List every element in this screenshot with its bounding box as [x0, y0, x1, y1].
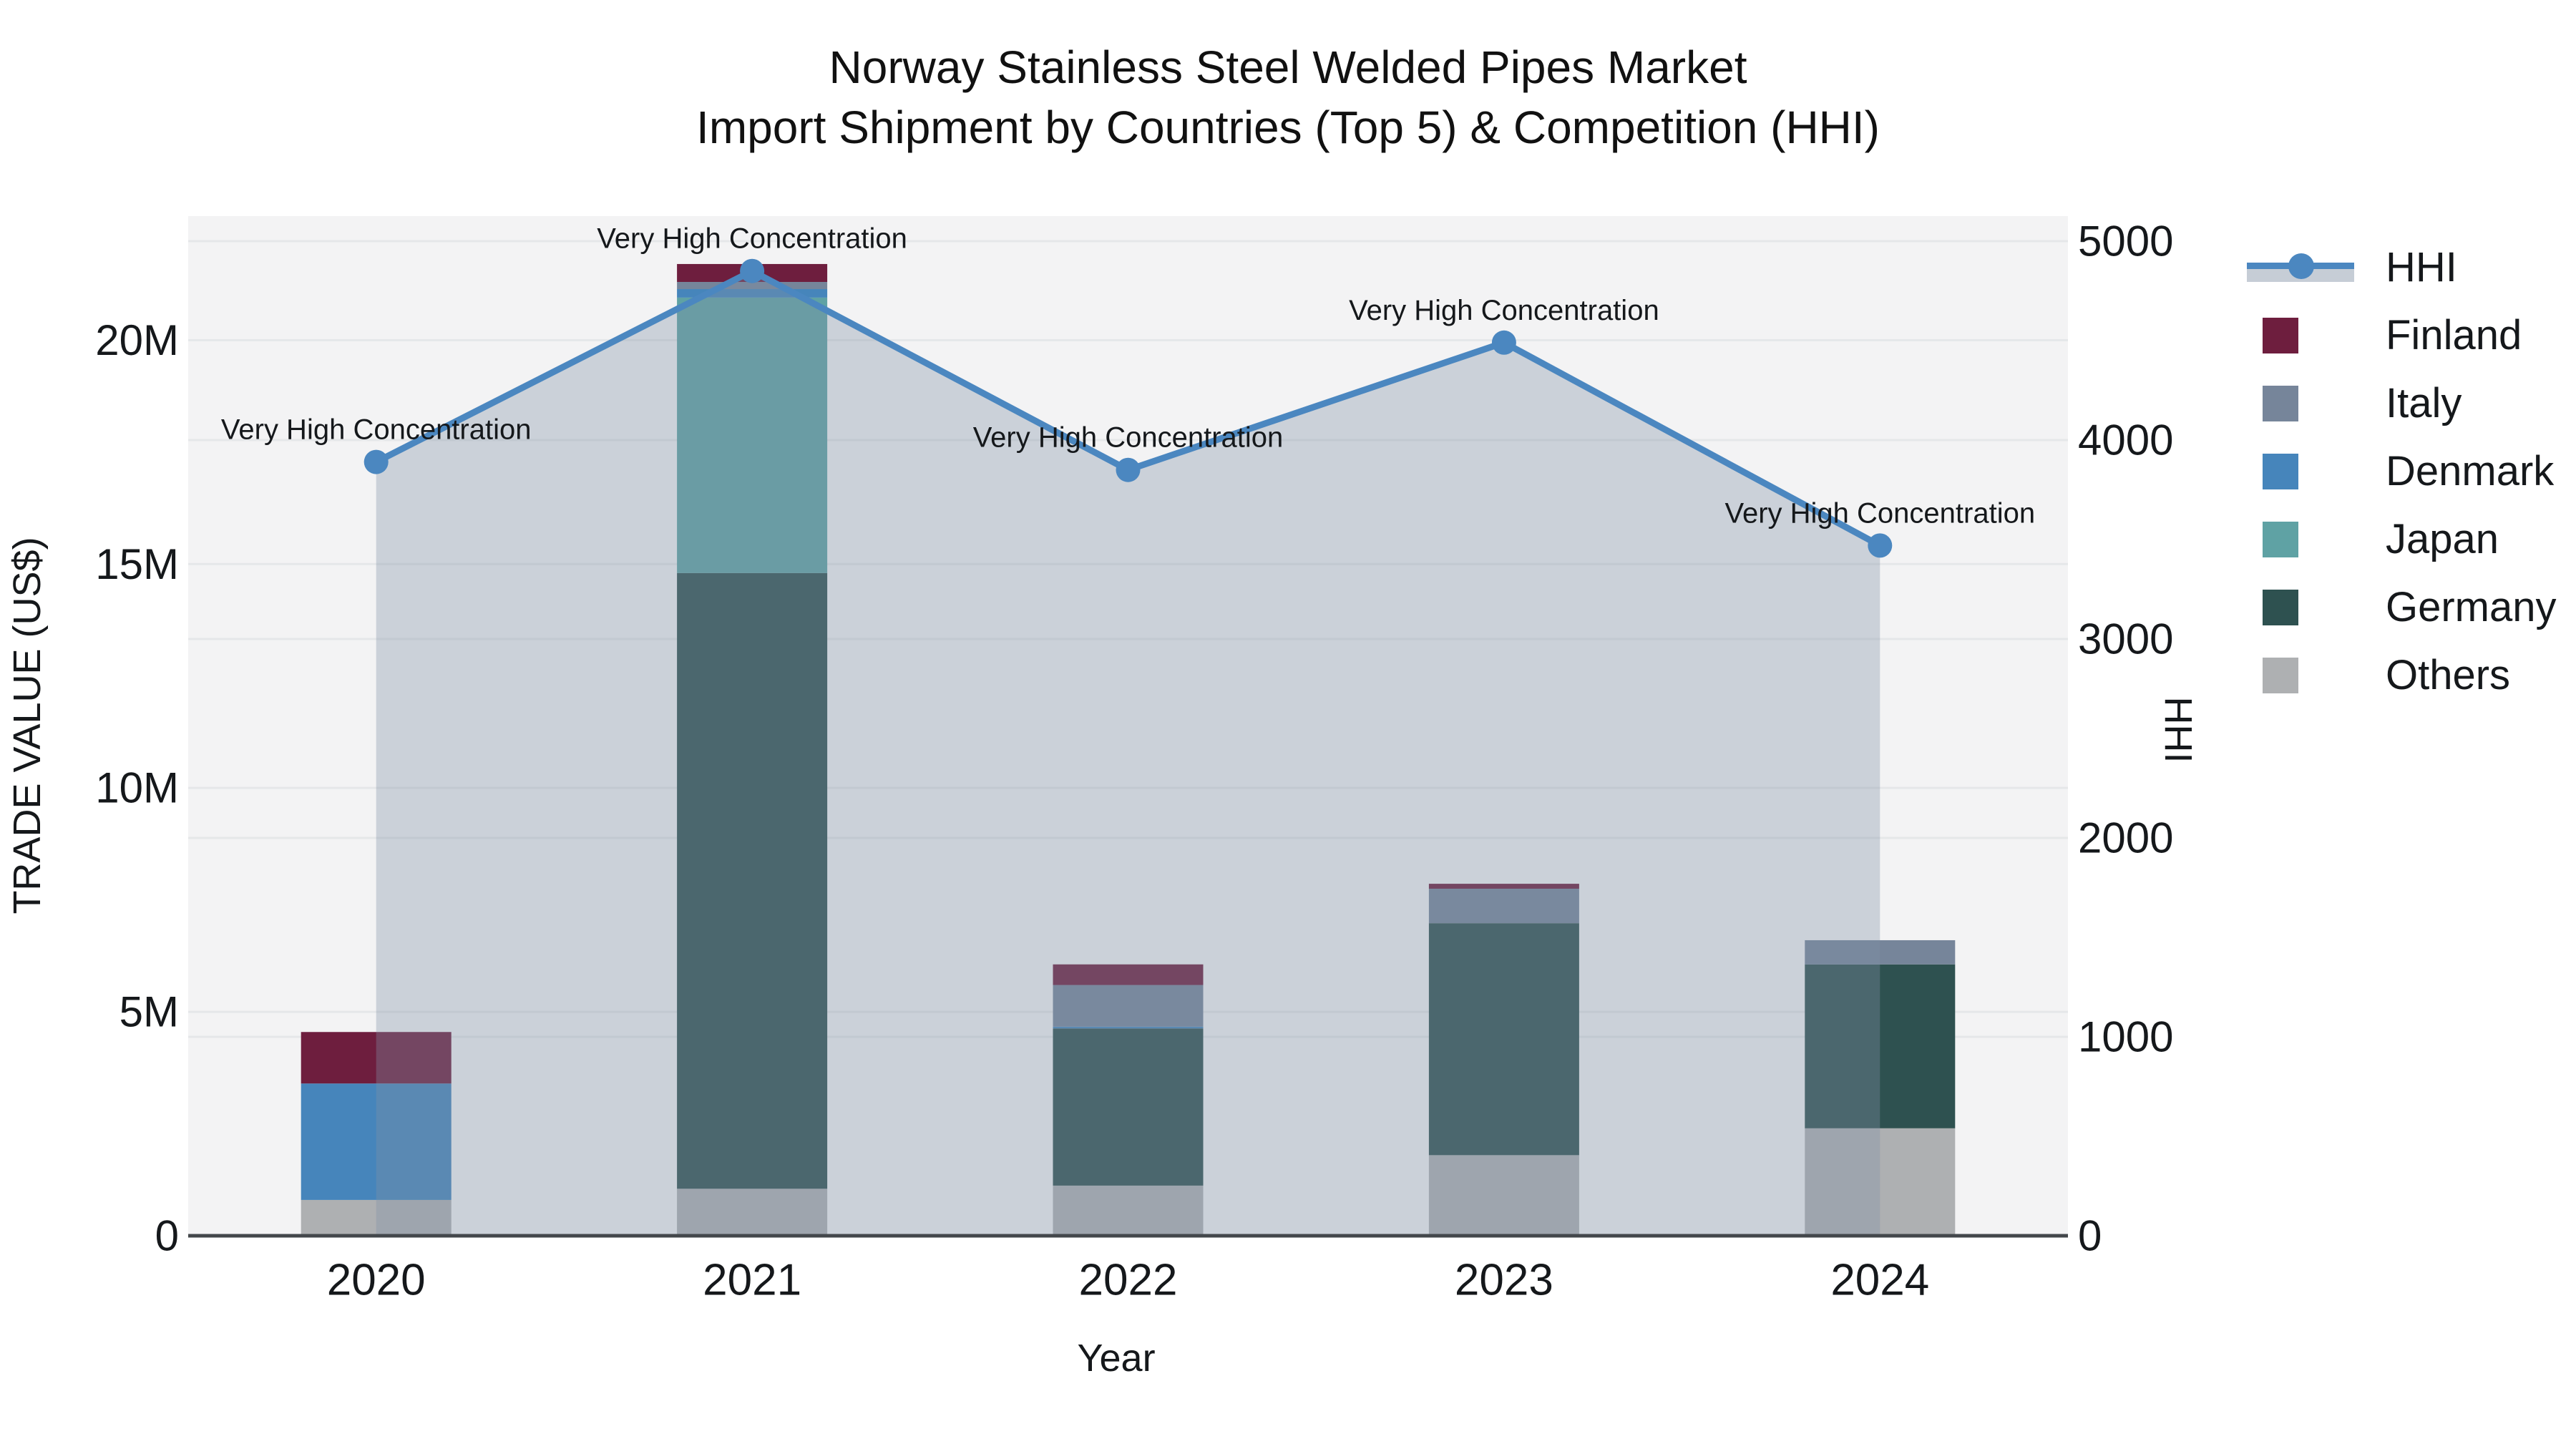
left-tick-10M: 10M: [95, 764, 179, 812]
legend-item-finland[interactable]: Finland: [2247, 301, 2557, 369]
hhi-marker-2023: [1491, 330, 1516, 355]
bar-segment-denmark-2022: [1053, 1026, 1204, 1029]
bar-segment-germany-2022: [1053, 1028, 1204, 1186]
x-tick-2021: 2021: [703, 1256, 801, 1305]
annotation-2024: Very High Concentration: [1725, 497, 2036, 529]
japan-swatch-icon: [2263, 521, 2298, 557]
right-tick-2000: 2000: [2078, 814, 2173, 862]
hhi-marker-2024: [1868, 533, 1893, 558]
x-tick-2020: 2020: [327, 1256, 426, 1305]
bar-segment-others-2023: [1428, 1155, 1579, 1236]
hhi-line-icon: [2247, 250, 2354, 285]
bar-segment-italy-2023: [1428, 888, 1579, 924]
hhi-marker-2021: [740, 258, 765, 283]
bar-segment-others-2021: [677, 1189, 828, 1236]
right-tick-3000: 3000: [2078, 615, 2173, 663]
annotation-2023: Very High Concentration: [1349, 295, 1659, 326]
annotation-2021: Very High Concentration: [597, 223, 907, 255]
left-tick-0: 0: [155, 1212, 179, 1260]
bar-segment-finland-2023: [1428, 884, 1579, 889]
legend-item-others[interactable]: Others: [2247, 641, 2557, 709]
hhi-marker-dot: [2288, 253, 2314, 279]
annotation-2020: Very High Concentration: [221, 414, 532, 446]
chart-title: Norway Stainless Steel Welded Pipes Mark…: [0, 37, 2576, 157]
others-swatch-icon: [2263, 657, 2298, 693]
hhi-area-fill: [376, 270, 1880, 1236]
legend-label-finland: Finland: [2386, 312, 2522, 358]
hhi-marker-2022: [1116, 457, 1141, 482]
bar-segment-italy-2022: [1053, 985, 1204, 1027]
legend-label-hhi: HHI: [2386, 244, 2457, 291]
legend-label-japan: Japan: [2386, 516, 2499, 562]
legend-item-italy[interactable]: Italy: [2247, 369, 2557, 437]
x-tick-2024: 2024: [1830, 1256, 1929, 1305]
right-tick-0: 0: [2078, 1212, 2102, 1260]
bar-segment-germany-2023: [1428, 923, 1579, 1156]
legend-item-hhi[interactable]: HHI: [2247, 233, 2557, 301]
finland-swatch-icon: [2263, 317, 2298, 353]
annotation-2022: Very High Concentration: [973, 422, 1284, 454]
bar-segment-italy-2024: [1805, 940, 1956, 965]
right-axis-title-text: HHI: [2157, 696, 2200, 763]
left-tick-20M: 20M: [95, 316, 179, 364]
bar-segment-denmark-2020: [301, 1083, 452, 1200]
bar-segment-others-2020: [301, 1199, 452, 1236]
bar-segment-others-2022: [1053, 1185, 1204, 1236]
bar-segment-denmark-2021: [677, 289, 828, 298]
denmark-swatch-icon: [2263, 453, 2298, 489]
legend-label-denmark: Denmark: [2386, 448, 2555, 494]
right-tick-4000: 4000: [2078, 416, 2173, 464]
legend-label-italy: Italy: [2386, 380, 2462, 426]
bar-segment-finland-2020: [301, 1032, 452, 1084]
legend-item-japan[interactable]: Japan: [2247, 505, 2557, 573]
bar-segment-germany-2024: [1805, 964, 1956, 1128]
left-axis-title-text: TRADE VALUE (US$): [6, 537, 49, 914]
legend: HHI Finland Italy Denmark Japan Germany …: [2247, 233, 2557, 709]
chart-title-line2: Import Shipment by Countries (Top 5) & C…: [696, 102, 1880, 153]
bar-segment-italy-2021: [677, 281, 828, 290]
x-tick-2022: 2022: [1079, 1256, 1178, 1305]
right-tick-1000: 1000: [2078, 1013, 2173, 1061]
hhi-legend-swatch: [2247, 250, 2354, 285]
chart-title-line1: Norway Stainless Steel Welded Pipes Mark…: [829, 42, 1747, 93]
x-axis-title-text: Year: [1077, 1337, 1156, 1380]
germany-swatch-icon: [2263, 589, 2298, 625]
bar-segment-japan-2021: [677, 297, 828, 573]
bar-segment-germany-2021: [677, 572, 828, 1189]
left-tick-5M: 5M: [119, 988, 179, 1036]
italy-swatch-icon: [2263, 385, 2298, 421]
legend-item-denmark[interactable]: Denmark: [2247, 437, 2557, 505]
hhi-marker-2020: [364, 449, 389, 474]
left-tick-15M: 15M: [95, 540, 179, 588]
x-tick-2023: 2023: [1455, 1256, 1553, 1305]
bar-segment-others-2024: [1805, 1128, 1956, 1236]
right-tick-5000: 5000: [2078, 218, 2173, 265]
legend-label-others: Others: [2386, 652, 2511, 698]
bar-segment-finland-2022: [1053, 964, 1204, 985]
legend-label-germany: Germany: [2386, 584, 2557, 630]
legend-item-germany[interactable]: Germany: [2247, 573, 2557, 641]
